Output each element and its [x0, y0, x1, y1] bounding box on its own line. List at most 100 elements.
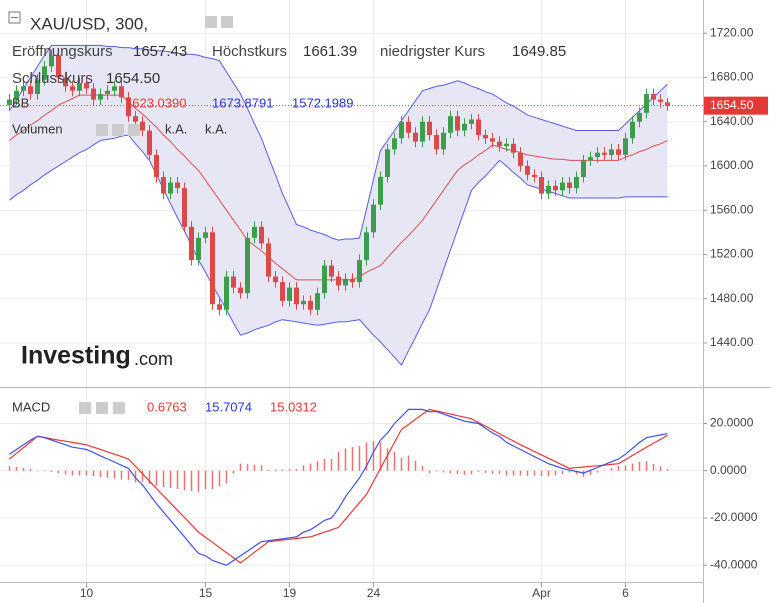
candle-body — [287, 287, 292, 301]
candle-body — [329, 265, 334, 277]
candle-body — [98, 94, 103, 100]
candle-body — [266, 243, 271, 277]
plot-layer — [0, 44, 703, 566]
last-price-tag — [704, 96, 768, 115]
settings-icon[interactable] — [96, 124, 108, 136]
histogram-bar — [183, 470, 186, 491]
candle-body — [504, 143, 509, 147]
candle-body — [210, 232, 215, 305]
candle-body — [294, 287, 299, 305]
candle-body — [511, 143, 516, 153]
histogram-bar — [575, 470, 578, 475]
histogram-bar — [267, 469, 270, 471]
histogram-bar — [596, 470, 599, 473]
histogram-bar — [337, 451, 340, 471]
band-legend-label: BB — [12, 95, 29, 110]
x-tick-label: 15 — [199, 586, 213, 600]
x-tick-label: 19 — [283, 586, 297, 600]
histogram-bar — [71, 470, 74, 476]
histogram-bar — [484, 470, 487, 473]
candle-body — [616, 149, 621, 155]
histogram-bar — [36, 470, 39, 472]
histogram-bar — [512, 470, 515, 476]
histogram-bar — [428, 470, 431, 474]
signal-line — [9, 408, 668, 564]
y-tick-label: 1480.00 — [710, 291, 754, 305]
histogram-bar — [64, 470, 67, 475]
candle-body — [252, 226, 257, 238]
chart-title: XAU/USD, 300, — [30, 14, 148, 33]
histogram-bar — [260, 465, 263, 471]
histogram-bar — [442, 470, 445, 473]
histogram-bar — [155, 470, 158, 487]
histogram-bar — [498, 470, 501, 474]
candle-body — [427, 121, 432, 135]
histogram-bar — [358, 445, 361, 471]
candle-body — [175, 182, 180, 189]
histogram-bar — [316, 461, 319, 471]
settings-icon[interactable] — [79, 402, 91, 414]
candle-body — [14, 90, 19, 100]
x-tick-label: Apr — [532, 586, 551, 600]
histogram-bar — [113, 470, 116, 479]
histogram-bar — [666, 469, 669, 471]
collapse-icon[interactable] — [8, 11, 21, 24]
text-layer: 1440.00 1480.00 1520.00 1560.00 1600.00 1640.… — [12, 14, 768, 600]
settings-icon[interactable] — [128, 124, 140, 136]
settings-icon[interactable] — [113, 402, 125, 414]
histogram-bar — [218, 470, 221, 487]
settings-icon[interactable] — [96, 402, 108, 414]
info-value: 1649.85 — [512, 43, 566, 60]
y-tick-label: 1640.00 — [710, 114, 754, 128]
y-tick-label: 1680.00 — [710, 70, 754, 84]
candle-body — [609, 149, 614, 155]
candle-body — [56, 55, 61, 78]
y-tick-label: 1520.00 — [710, 247, 754, 261]
candle-body — [441, 132, 446, 150]
candle-body — [7, 99, 12, 106]
candle-body — [378, 177, 383, 205]
candle-body — [336, 276, 341, 286]
info-name: Schlusskurs — [12, 70, 93, 87]
candle-body — [385, 149, 390, 178]
histogram-bar — [659, 466, 662, 471]
candle-body — [476, 119, 481, 135]
histogram-bar — [85, 470, 88, 476]
histogram-bar — [386, 448, 389, 471]
candle-body — [49, 55, 54, 67]
info-value: 1661.39 — [303, 43, 357, 60]
histogram-bar — [393, 451, 396, 471]
histogram-bar — [435, 470, 438, 472]
candle-body — [259, 226, 264, 244]
y-tick-label: -20.0000 — [710, 510, 758, 524]
histogram-bar — [505, 470, 508, 476]
x-tick-label: 24 — [367, 586, 381, 600]
histogram-bar — [631, 463, 634, 471]
histogram-bar — [288, 469, 291, 471]
y-tick-label: -40.0000 — [710, 557, 758, 571]
histogram-bar — [365, 442, 368, 471]
settings-icon[interactable] — [221, 16, 233, 28]
histogram-bar — [127, 470, 130, 481]
candle-body — [595, 152, 600, 158]
candle-body — [182, 188, 187, 227]
histogram-bar — [589, 470, 592, 475]
candle-body — [161, 177, 166, 194]
settings-icon[interactable] — [112, 124, 124, 136]
candle-body — [133, 116, 138, 122]
settings-icon[interactable] — [205, 16, 217, 28]
candle-body — [560, 182, 565, 191]
macd-legend-value: 15.0312 — [270, 399, 317, 414]
info-name: niedrigster Kurs — [380, 43, 485, 60]
band-legend-value: 1623.0390 — [125, 95, 186, 110]
histogram-bar — [533, 470, 536, 476]
band-legend-value: 1673.8791 — [212, 95, 273, 110]
candle-body — [105, 90, 110, 95]
candle-body — [343, 278, 348, 286]
histogram-bar — [617, 466, 620, 471]
candle-body — [546, 185, 551, 194]
info-value: 1657.43 — [133, 43, 187, 60]
volume-value: k.A. — [165, 121, 187, 136]
y-tick-label: 1720.00 — [710, 25, 754, 39]
candle-body — [637, 112, 642, 122]
